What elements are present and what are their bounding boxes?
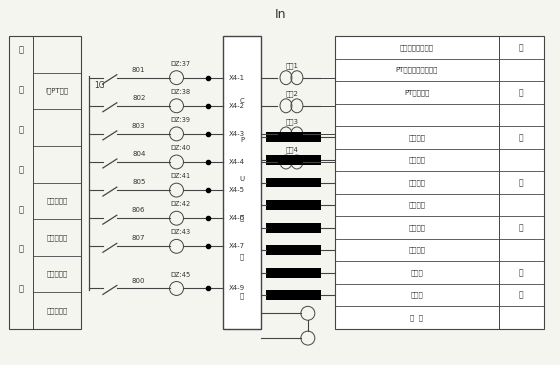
Text: 量: 量 [19,205,24,214]
Text: DZ:42: DZ:42 [170,201,190,207]
Bar [266,177,321,188]
Text: 按键取消: 按键取消 [408,224,425,231]
Text: 本地分: 本地分 [410,269,423,276]
Text: 807: 807 [132,235,146,241]
Text: X4-3: X4-3 [229,131,245,137]
Text: 806: 806 [132,207,146,213]
Bar [266,268,321,277]
Text: X4-7: X4-7 [229,243,245,249]
Bar [10,36,81,329]
Text: X4-5: X4-5 [229,187,245,193]
Text: 报道4: 报道4 [286,147,299,153]
Text: 按键向右: 按键向右 [408,202,425,208]
Text: 801: 801 [132,67,146,73]
Text: 报道3: 报道3 [286,119,299,125]
Text: 输: 输 [19,245,24,254]
Text: 备用开入量: 备用开入量 [46,234,68,241]
Bar [266,155,321,165]
Text: 内: 内 [519,43,524,52]
Text: 802: 802 [132,95,146,101]
Bar [266,132,321,142]
Text: 关: 关 [519,178,524,187]
Text: I段PT位置: I段PT位置 [45,88,69,94]
Text: 处: 处 [240,214,244,221]
Bar [266,200,321,210]
Text: 本地合: 本地合 [410,292,423,299]
Text: 报道2: 报道2 [286,91,299,97]
Text: 开: 开 [519,133,524,142]
Text: DZ:39: DZ:39 [170,117,190,123]
Text: 1G: 1G [94,81,105,90]
Text: P: P [240,137,244,143]
Text: DZ:38: DZ:38 [170,89,190,95]
Text: PT断线监测告警报退: PT断线监测告警报退 [395,66,438,73]
Text: 按键向上: 按键向上 [408,134,425,141]
Bar [266,223,321,233]
Text: C: C [240,97,245,104]
Text: DZ:43: DZ:43 [170,230,190,235]
Text: 入: 入 [19,285,24,293]
Text: 理: 理 [240,253,244,260]
Text: X4-9: X4-9 [229,285,245,292]
Text: 外: 外 [19,46,24,54]
Text: 量: 量 [519,223,524,232]
Text: 入: 入 [519,291,524,300]
Bar [335,36,544,329]
Text: 按键向下: 按键向下 [408,157,425,163]
Text: 接地故障告警报退: 接地故障告警报退 [400,44,434,51]
Text: DZ:41: DZ:41 [170,173,190,179]
Text: 部: 部 [519,88,524,97]
Text: 按键确认: 按键确认 [408,247,425,253]
Bar [266,245,321,255]
Text: 器: 器 [240,292,244,299]
Text: 开: 开 [19,125,24,134]
Text: 设  置: 设 置 [410,314,423,321]
Text: 输: 输 [519,268,524,277]
Text: 备用开入量: 备用开入量 [46,271,68,277]
Text: DZ:45: DZ:45 [170,272,190,278]
Text: 803: 803 [132,123,146,129]
Text: DZ:37: DZ:37 [170,61,190,67]
Text: X4-4: X4-4 [229,159,245,165]
Text: 按键向左: 按键向左 [408,179,425,186]
Text: PT切换报退: PT切换报退 [404,89,430,96]
Text: X4-2: X4-2 [229,103,245,109]
Text: X4-1: X4-1 [229,75,245,81]
Text: 800: 800 [132,277,146,284]
Text: In: In [274,8,286,21]
Text: 805: 805 [132,179,146,185]
Text: 804: 804 [132,151,146,157]
Text: DZ:40: DZ:40 [170,145,190,151]
Text: 关: 关 [19,165,24,174]
Bar [266,290,321,300]
Bar [223,36,261,329]
Text: 报道1: 报道1 [286,62,299,69]
Text: U: U [240,176,245,182]
Text: X4-6: X4-6 [229,215,245,221]
Text: 部: 部 [19,85,24,95]
Text: 备用开入量: 备用开入量 [46,197,68,204]
Text: 开入公共端: 开入公共端 [46,307,68,314]
